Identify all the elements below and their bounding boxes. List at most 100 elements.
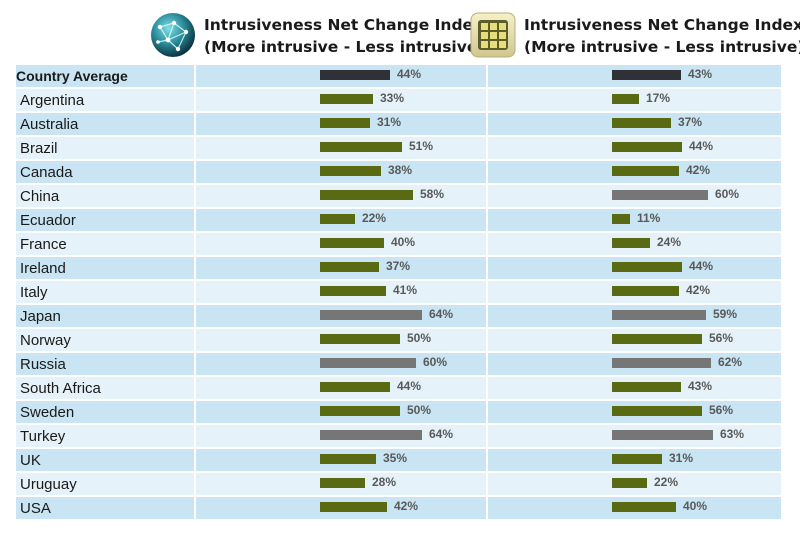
country-cell: Japan	[16, 305, 194, 327]
bar-value-label: 42%	[394, 499, 419, 513]
country-cell: Italy	[16, 281, 194, 303]
bar-cell-series-2: 62%	[488, 353, 781, 375]
bar-value-label: 51%	[409, 139, 434, 153]
bar-cell-series-2: 63%	[488, 425, 781, 447]
table-row: Sweden 50% 56%	[16, 400, 781, 424]
country-cell: Brazil	[16, 137, 194, 159]
bar-value-label: 44%	[689, 139, 714, 153]
bar	[320, 70, 390, 80]
bar-cell-series-2: 17%	[488, 89, 781, 111]
chart-table: Country Average 44% 43% Argentina 33% 17% Aust…	[16, 64, 781, 520]
country-cell: France	[16, 233, 194, 255]
bar	[612, 286, 679, 296]
bar-cell-series-2: 11%	[488, 209, 781, 231]
bar-value-label: 50%	[407, 331, 432, 345]
bar-cell-series-2: 43%	[488, 377, 781, 399]
bar-value-label: 40%	[683, 499, 708, 513]
bar	[320, 214, 355, 224]
bar-cell-series-2: 44%	[488, 137, 781, 159]
bar-cell-series-1: 44%	[196, 65, 486, 87]
bar-cell-series-1: 28%	[196, 473, 486, 495]
country-cell: Argentina	[16, 89, 194, 111]
country-cell: Canada	[16, 161, 194, 183]
bar-value-label: 56%	[709, 331, 734, 345]
bar-value-label: 43%	[688, 67, 713, 81]
country-label: Norway	[20, 332, 71, 349]
country-label: South Africa	[20, 380, 101, 397]
table-row: Australia 31% 37%	[16, 112, 781, 136]
row-country-average: Country Average 44% 43%	[16, 64, 781, 88]
bar-value-label: 50%	[407, 403, 432, 417]
bar	[320, 406, 400, 416]
bar-cell-series-1: 44%	[196, 377, 486, 399]
bar	[612, 142, 682, 152]
bar-cell-series-1: 50%	[196, 401, 486, 423]
bar-cell-series-2: 37%	[488, 113, 781, 135]
column-header-2-line1: Intrusiveness Net Change Index	[524, 16, 800, 34]
country-label: UK	[20, 452, 41, 469]
country-label: Brazil	[20, 140, 58, 157]
bar-cell-series-1: 33%	[196, 89, 486, 111]
country-label: Sweden	[20, 404, 75, 421]
column-header-2-title: Intrusiveness Net Change Index (More int…	[524, 14, 800, 58]
country-cell: UK	[16, 449, 194, 471]
bar-value-label: 28%	[372, 475, 397, 489]
country-cell: Australia	[16, 113, 194, 135]
bar-value-label: 11%	[637, 211, 661, 225]
bar-cell-series-2: 42%	[488, 161, 781, 183]
bar-cell-series-2: 40%	[488, 497, 781, 519]
bar-value-label: 31%	[377, 115, 402, 129]
country-cell: Sweden	[16, 401, 194, 423]
country-label: Ecuador	[20, 212, 76, 229]
bar	[612, 238, 650, 248]
bar-value-label: 42%	[686, 163, 711, 177]
bar-cell-series-2: 59%	[488, 305, 781, 327]
country-label: Russia	[20, 356, 66, 373]
bar	[612, 454, 662, 464]
column-header-2: Intrusiveness Net Change Index (More int…	[470, 8, 800, 64]
country-label: Ireland	[20, 260, 66, 277]
bar-cell-series-1: 58%	[196, 185, 486, 207]
bar	[612, 70, 681, 80]
country-label: France	[20, 236, 67, 253]
bar	[320, 94, 373, 104]
bar	[320, 478, 365, 488]
country-cell: USA	[16, 497, 194, 519]
table-row: UK 35% 31%	[16, 448, 781, 472]
bar-value-label: 35%	[383, 451, 408, 465]
bar	[612, 262, 682, 272]
table-row: Russia 60% 62%	[16, 352, 781, 376]
column-header-1: Intrusiveness Net Change Index (More int…	[150, 8, 484, 64]
bar	[612, 430, 713, 440]
country-label: Japan	[20, 308, 61, 325]
bar	[612, 406, 702, 416]
bar-cell-series-1: 64%	[196, 425, 486, 447]
bar	[612, 94, 639, 104]
bar	[612, 382, 681, 392]
bar-cell-series-2: 24%	[488, 233, 781, 255]
bar	[320, 118, 370, 128]
bar-cell-series-1: 41%	[196, 281, 486, 303]
column-header-1-line2: (More intrusive - Less intrusive)	[204, 38, 485, 56]
country-label: Uruguay	[20, 476, 77, 493]
bar-cell-series-2: 22%	[488, 473, 781, 495]
table-row: Italy 41% 42%	[16, 280, 781, 304]
bar-value-label: 24%	[657, 235, 682, 249]
bar-cell-series-2: 43%	[488, 65, 781, 87]
grid-tile-icon	[470, 12, 516, 58]
bar-cell-series-1: 60%	[196, 353, 486, 375]
table-row: Turkey 64% 63%	[16, 424, 781, 448]
bar-value-label: 43%	[688, 379, 713, 393]
bar	[612, 502, 676, 512]
bar-cell-series-2: 56%	[488, 401, 781, 423]
country-label: USA	[20, 500, 51, 517]
bar-cell-series-1: 35%	[196, 449, 486, 471]
bar	[612, 166, 679, 176]
bar	[320, 430, 422, 440]
column-header-1-title: Intrusiveness Net Change Index (More int…	[204, 14, 484, 58]
bar-cell-series-1: 31%	[196, 113, 486, 135]
bar	[320, 238, 384, 248]
table-row: Norway 50% 56%	[16, 328, 781, 352]
bar-value-label: 41%	[393, 283, 418, 297]
bar	[612, 310, 706, 320]
